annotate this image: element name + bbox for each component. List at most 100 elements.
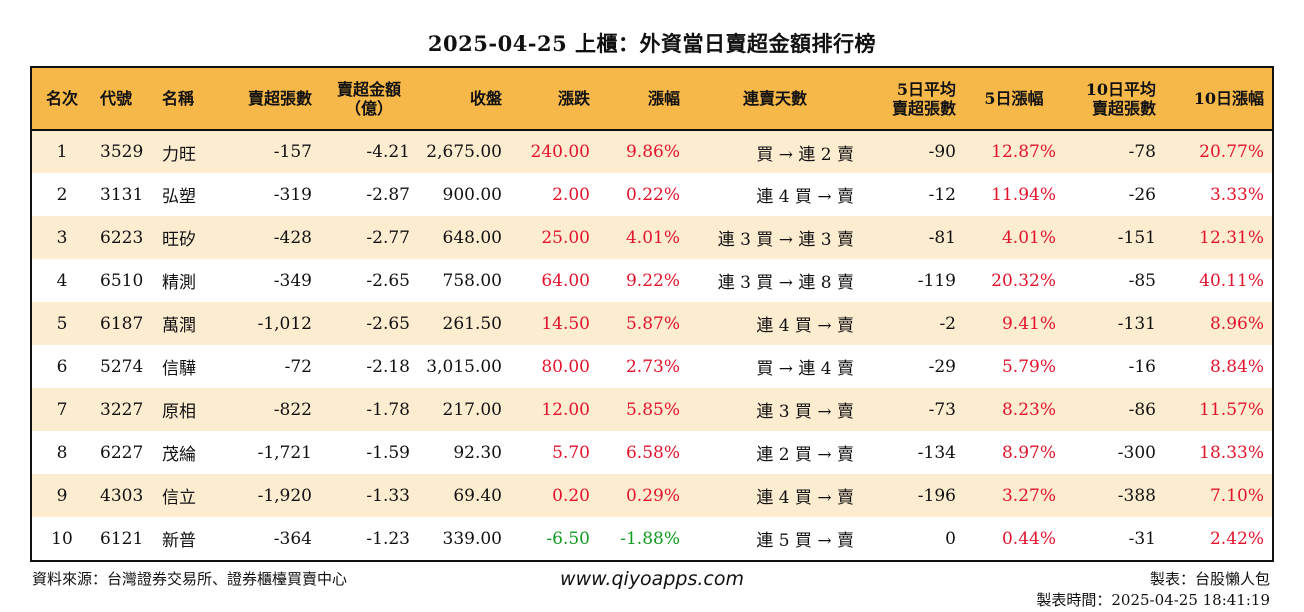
cell-avg10: -26 <box>1128 184 1156 205</box>
table-header-row: 名次 代號 名稱 賣超張數 賣超金額 （億） 收盤 漲跌 漲幅 連賣天數 5日平… <box>32 68 1272 131</box>
cell-close: 2,675.00 <box>426 142 502 162</box>
cell-pct5: 3.27% <box>1001 485 1056 506</box>
cell-streak: 連 4 買 → 賣 <box>756 488 854 508</box>
cell-change-pct: 9.22% <box>625 270 680 291</box>
cell-pct10: 18.33% <box>1199 442 1264 463</box>
header-name: 名稱 <box>154 68 226 131</box>
cell-avg10: -131 <box>1117 313 1156 334</box>
cell-rank: 5 <box>56 313 68 334</box>
cell-name: 旺矽 <box>162 230 196 250</box>
cell-net-sell-amount: -1.59 <box>366 442 410 463</box>
cell-pct5: 8.97% <box>1001 442 1056 463</box>
cell-streak: 連 5 買 → 賣 <box>756 531 854 551</box>
header-net-sell-amount: 賣超金額 （億） <box>320 68 418 131</box>
cell-change: 80.00 <box>541 356 590 377</box>
cell-avg10: -31 <box>1128 528 1156 549</box>
cell-name: 原相 <box>162 402 196 422</box>
cell-avg10: -78 <box>1128 142 1156 162</box>
cell-streak: 買 → 連 4 賣 <box>756 359 854 379</box>
cell-rank: 2 <box>56 184 68 205</box>
page-title: 2025-04-25 上櫃：外資當日賣超金額排行榜 <box>427 31 877 56</box>
header-avg5-line2: 賣超張數 <box>891 98 956 118</box>
header-pct5: 5日漲幅 <box>964 68 1064 131</box>
table-row: 10 6121 新普 -364 -1.23 339.00 -6.50 -1.88% 連 5 買 … <box>32 517 1272 560</box>
cell-streak: 買 → 連 2 賣 <box>756 144 854 165</box>
header-close: 收盤 <box>418 68 510 131</box>
cell-avg10: -16 <box>1128 356 1156 377</box>
cell-streak: 連 3 買 → 連 3 賣 <box>717 230 854 250</box>
cell-pct10: 40.11% <box>1199 270 1264 291</box>
cell-avg5: -119 <box>917 270 956 291</box>
header-avg10-line1: 10日平均 <box>1085 79 1156 99</box>
made-time: 製表時間：2025-04-25 18:41:19 <box>1036 591 1270 609</box>
cell-pct5: 11.94% <box>991 184 1056 205</box>
cell-pct10: 8.84% <box>1209 356 1264 377</box>
cell-pct5: 5.79% <box>1001 356 1056 377</box>
cell-code: 6223 <box>100 227 144 248</box>
cell-streak: 連 3 買 → 賣 <box>756 402 854 422</box>
cell-change: 25.00 <box>541 227 590 248</box>
cell-close: 339.00 <box>442 528 502 549</box>
cell-name: 信驊 <box>162 359 196 379</box>
cell-close: 217.00 <box>442 399 502 420</box>
cell-close: 900.00 <box>442 184 502 205</box>
table-row: 9 4303 信立 -1,920 -1.33 69.40 0.20 0.29% 連 4 買 → … <box>32 474 1272 517</box>
cell-pct10: 20.77% <box>1199 142 1264 162</box>
cell-code: 3227 <box>100 399 144 420</box>
cell-name: 新普 <box>162 531 196 551</box>
cell-rank: 7 <box>56 399 68 420</box>
cell-net-sell-lots: -72 <box>284 356 312 377</box>
cell-pct5: 0.44% <box>1001 528 1056 549</box>
header-avg10: 10日平均 賣超張數 <box>1064 68 1164 131</box>
cell-code: 6187 <box>100 313 144 334</box>
ranking-table-container: 名次 代號 名稱 賣超張數 賣超金額 （億） 收盤 漲跌 漲幅 連賣天數 5日平… <box>30 66 1274 562</box>
cell-change: 12.00 <box>541 399 590 420</box>
cell-avg5: -196 <box>917 485 956 506</box>
cell-pct10: 3.33% <box>1209 184 1264 205</box>
cell-net-sell-amount: -2.65 <box>366 270 410 291</box>
cell-rank: 9 <box>56 485 68 506</box>
website-link[interactable]: www.qiyoapps.com <box>560 568 744 590</box>
cell-avg5: -134 <box>917 442 956 463</box>
cell-net-sell-lots: -364 <box>273 528 312 549</box>
cell-net-sell-lots: -1,012 <box>257 313 312 334</box>
cell-net-sell-lots: -319 <box>273 184 312 205</box>
header-avg5: 5日平均 賣超張數 <box>862 68 964 131</box>
cell-name: 弘塑 <box>162 187 196 207</box>
cell-pct10: 7.10% <box>1209 485 1264 506</box>
cell-name: 力旺 <box>162 144 196 165</box>
cell-pct10: 11.57% <box>1199 399 1264 420</box>
cell-avg10: -151 <box>1117 227 1156 248</box>
cell-pct10: 2.42% <box>1209 528 1264 549</box>
cell-pct5: 20.32% <box>991 270 1056 291</box>
cell-streak: 連 3 買 → 連 8 賣 <box>717 273 854 293</box>
cell-net-sell-lots: -428 <box>273 227 312 248</box>
header-change: 漲跌 <box>510 68 598 131</box>
cell-net-sell-amount: -1.78 <box>366 399 410 420</box>
cell-net-sell-amount: -2.18 <box>366 356 410 377</box>
cell-net-sell-amount: -4.21 <box>366 142 410 162</box>
cell-net-sell-lots: -1,721 <box>257 442 312 463</box>
header-streak: 連賣天數 <box>688 68 862 131</box>
cell-net-sell-amount: -2.87 <box>366 184 410 205</box>
cell-streak: 連 2 買 → 賣 <box>756 445 854 465</box>
table-row: 5 6187 萬潤 -1,012 -2.65 261.50 14.50 5.87% 連 4 買 … <box>32 302 1272 345</box>
data-source: 資料來源：台灣證券交易所、證券櫃檯買賣中心 <box>32 570 348 588</box>
header-rank: 名次 <box>32 68 92 131</box>
cell-close: 92.30 <box>453 442 502 463</box>
table-row: 1 3529 力旺 -157 -4.21 2,675.00 240.00 9.86% 買 → 連… <box>32 130 1272 173</box>
cell-streak: 連 4 買 → 賣 <box>756 187 854 207</box>
cell-name: 信立 <box>162 488 196 508</box>
cell-change-pct: -1.88% <box>620 528 680 549</box>
cell-net-sell-amount: -1.23 <box>366 528 410 549</box>
cell-streak: 連 4 買 → 賣 <box>756 316 854 336</box>
cell-avg10: -86 <box>1128 399 1156 420</box>
cell-pct5: 9.41% <box>1001 313 1056 334</box>
table-row: 3 6223 旺矽 -428 -2.77 648.00 25.00 4.01% 連 3 買 → … <box>32 216 1272 259</box>
maker-label: 製表：台股懶人包 <box>1149 570 1270 588</box>
cell-rank: 4 <box>56 270 68 291</box>
cell-net-sell-lots: -349 <box>273 270 312 291</box>
cell-code: 4303 <box>100 485 144 506</box>
cell-rank: 8 <box>56 442 68 463</box>
cell-avg10: -85 <box>1128 270 1156 291</box>
